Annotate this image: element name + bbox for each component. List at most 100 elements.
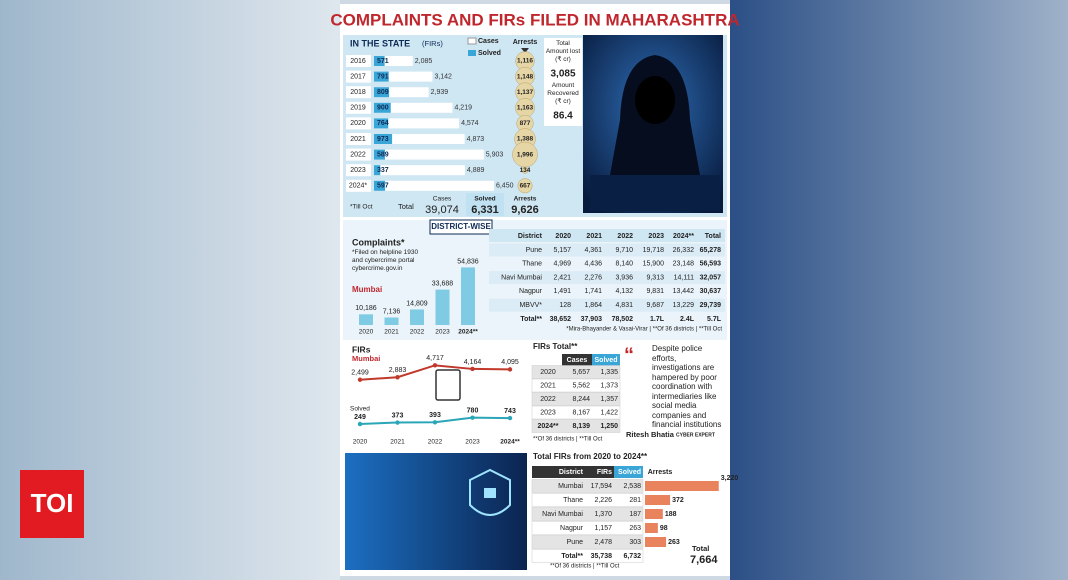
value-label: 14,809 xyxy=(406,300,428,307)
column-header: 2023 xyxy=(648,233,664,240)
unit-label: (FIRs) xyxy=(422,39,443,48)
year-box xyxy=(346,148,371,161)
year-box xyxy=(346,101,371,114)
row-bg xyxy=(531,365,621,379)
table-title: FIRs Total** xyxy=(533,342,578,351)
bar xyxy=(374,134,465,144)
row-bg xyxy=(489,298,725,312)
y-tick-label: 2017 xyxy=(350,73,366,80)
section-heading: DISTRICT-WISE xyxy=(431,222,491,231)
year-box xyxy=(346,164,371,177)
column-header: Arrests xyxy=(648,469,673,476)
header-bg xyxy=(489,229,725,242)
cell: 281 xyxy=(629,497,641,504)
cell: Mumbai xyxy=(558,483,583,490)
legend-swatch xyxy=(467,37,477,45)
value-label: 877 xyxy=(520,120,531,127)
quote-author: Ritesh Bhatia xyxy=(626,430,675,439)
lock-icon xyxy=(484,488,496,498)
y-tick-label: 2023 xyxy=(350,167,366,174)
amount-value: 3,085 xyxy=(550,69,575,80)
solved-box xyxy=(466,193,504,216)
bar xyxy=(374,118,460,129)
cell: MBVV* xyxy=(519,302,542,309)
bar xyxy=(374,180,386,191)
cell: 2021 xyxy=(540,382,556,389)
column-header: 2022 xyxy=(617,233,633,240)
bar xyxy=(374,87,429,98)
value-label: 249 xyxy=(354,414,366,421)
cell: 187 xyxy=(629,511,641,518)
cell: 8,140 xyxy=(615,261,633,268)
cell: Thane xyxy=(563,497,583,504)
bar xyxy=(645,537,667,547)
value-label: 263 xyxy=(668,539,680,546)
blurred-background xyxy=(730,0,1068,580)
bar xyxy=(374,165,465,176)
cell: 26,332 xyxy=(673,247,695,254)
cell: Thane xyxy=(522,261,542,268)
point xyxy=(357,377,363,382)
cell: 13,442 xyxy=(673,288,695,295)
cell: 2,226 xyxy=(594,497,612,504)
cell: 1,357 xyxy=(600,396,618,403)
value-label: 1,137 xyxy=(517,89,534,96)
cell: 1,335 xyxy=(600,369,618,376)
bar xyxy=(374,87,390,98)
heading-box xyxy=(429,219,493,235)
cell: 5,157 xyxy=(553,247,571,254)
bar xyxy=(374,71,389,82)
row-bg xyxy=(489,271,725,285)
value-label: 2,085 xyxy=(415,58,433,65)
cell: 17,594 xyxy=(591,483,613,490)
row-bg xyxy=(531,549,644,563)
x-tick-label: 2024** xyxy=(458,329,478,336)
bar xyxy=(435,289,450,325)
value-label: 10,186 xyxy=(355,305,377,312)
cell: 8,244 xyxy=(572,396,590,403)
column-header: District xyxy=(559,469,584,476)
header-bg xyxy=(614,466,643,478)
value-label: 54,836 xyxy=(457,258,479,265)
value-label: 4,164 xyxy=(464,359,482,366)
laptop xyxy=(590,175,720,211)
row-bg xyxy=(531,392,621,406)
point xyxy=(507,367,513,372)
total-head: Cases xyxy=(433,196,452,203)
column-header: 2020 xyxy=(555,233,571,240)
value-label: 597 xyxy=(377,183,389,190)
year-box xyxy=(346,179,371,192)
cell: 32,057 xyxy=(700,274,722,281)
value-label: 373 xyxy=(392,412,404,419)
bar xyxy=(645,495,671,505)
total-head: Arrests xyxy=(514,196,537,203)
title: COMPLAINTS AND FIRs FILED IN MAHARASHTRA xyxy=(330,10,739,29)
cell: 6,732 xyxy=(623,553,641,560)
x-tick-label: 2023 xyxy=(465,439,480,446)
amount-label: Total Amount lost (₹ cr) xyxy=(545,40,581,63)
cell: Nagpur xyxy=(519,288,543,295)
value-label: 900 xyxy=(377,105,389,112)
total-value: 6,331 xyxy=(471,204,499,216)
cell: 56,593 xyxy=(700,261,722,268)
cell: Pune xyxy=(526,247,542,254)
value-label: 6,450 xyxy=(496,183,514,190)
value-label: 1,388 xyxy=(517,136,534,143)
shield-icon xyxy=(469,468,511,516)
row-bg xyxy=(489,243,725,257)
cell: 1,250 xyxy=(600,423,618,430)
table-title: Total FIRs from 2020 to 2024** xyxy=(533,452,648,461)
value-label: 372 xyxy=(672,497,684,504)
value-label: 98 xyxy=(660,525,668,532)
legend-swatch xyxy=(468,50,476,56)
value-label: 5,903 xyxy=(486,151,504,158)
cell: 2020 xyxy=(540,369,556,376)
value-label: 589 xyxy=(377,151,389,158)
legend-label: Solved xyxy=(350,406,370,413)
cell: 4,132 xyxy=(615,288,633,295)
bar xyxy=(374,56,413,66)
cell: Pune xyxy=(567,539,583,546)
total-value: 39,074 xyxy=(425,204,459,216)
